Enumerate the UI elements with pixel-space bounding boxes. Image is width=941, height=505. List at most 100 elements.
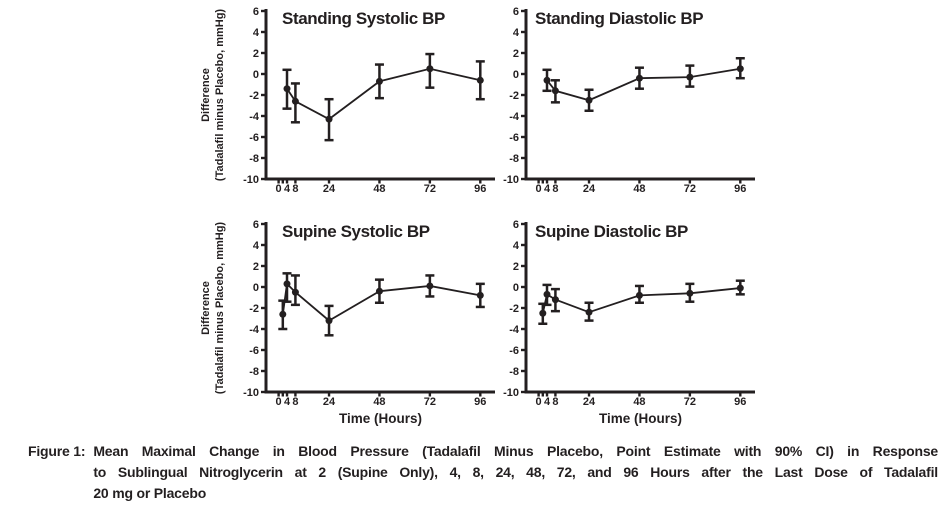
x-tick-label: 0 [276, 396, 282, 408]
y-tick-label: -2 [509, 90, 519, 102]
x-axis-label: Time (Hours) [339, 411, 422, 426]
y-tick-label: 4 [253, 27, 260, 39]
x-tick-label: 4 [284, 396, 291, 408]
data-point [543, 76, 551, 84]
x-tick-label: 24 [583, 396, 596, 408]
y-tick-label: -8 [249, 366, 259, 378]
x-tick-label: 96 [474, 396, 486, 408]
x-tick-label: 0 [276, 183, 282, 195]
caption-line-1: Mean Maximal Change in Blood Pressure (T… [93, 443, 938, 459]
y-tick-label: 4 [513, 27, 520, 39]
y-tick-label: -6 [249, 345, 259, 357]
x-tick-label: 0 [536, 396, 542, 408]
x-tick-label: 8 [292, 183, 298, 195]
y-axis-label-line2: (Tadalafil minus Placebo, mmHg) [214, 9, 226, 181]
data-point [325, 115, 333, 123]
y-tick-label: -2 [509, 303, 519, 315]
y-tick-label: -8 [509, 153, 519, 165]
data-point [476, 291, 484, 299]
data-point [476, 76, 484, 84]
panel-supine-systolic-bp: 6 4 2 0 -2 -4 -6 -8 -10 0 4 8 24 48 72 96 Supine Systoli… [196, 214, 498, 437]
x-tick-label: 0 [536, 183, 542, 195]
x-tick-label: 48 [373, 396, 385, 408]
x-tick-label: 8 [552, 396, 558, 408]
data-point [291, 97, 299, 105]
x-tick-label: 72 [424, 183, 436, 195]
chart-title: Standing Systolic BP [282, 9, 445, 28]
data-point [585, 308, 593, 316]
y-tick-label: 6 [253, 219, 259, 231]
y-tick-label: 0 [253, 282, 259, 294]
series-line [286, 67, 481, 121]
data-point [551, 296, 559, 304]
x-tick-label: 96 [474, 183, 486, 195]
y-tick-label: 4 [513, 240, 520, 252]
data-point [279, 310, 287, 318]
figure-caption-text: Mean Maximal Change in Blood Pressure (T… [93, 441, 938, 504]
series-line [541, 287, 741, 314]
x-tick-label: 96 [734, 396, 746, 408]
y-tick-label: 6 [253, 6, 259, 18]
data-point [426, 282, 434, 290]
data-point [426, 65, 434, 73]
data-point [635, 291, 643, 299]
data-point [539, 309, 547, 317]
chart-title: Supine Diastolic BP [535, 222, 688, 241]
data-point [543, 290, 551, 298]
y-tick-label: -10 [503, 174, 519, 186]
y-tick-label: 0 [513, 69, 519, 81]
y-tick-label: 2 [253, 261, 259, 273]
y-tick-label: 6 [513, 6, 519, 18]
panel-standing-systolic-bp: 6 4 2 0 -2 -4 -6 -8 -10 0 4 8 24 48 72 96 Standing Systo… [196, 1, 498, 210]
y-tick-label: 2 [253, 48, 259, 60]
y-tick-label: -6 [249, 132, 259, 144]
chart-title: Standing Diastolic BP [535, 9, 703, 28]
y-tick-label: -10 [503, 387, 519, 399]
x-tick-label: 48 [633, 396, 645, 408]
x-tick-label: 48 [373, 183, 385, 195]
y-axis-label-line1: Difference [200, 281, 212, 335]
data-point [283, 280, 291, 288]
data-point [375, 77, 383, 85]
y-tick-label: 0 [513, 282, 519, 294]
y-tick-label: -6 [509, 132, 519, 144]
y-tick-label: -4 [249, 324, 260, 336]
y-tick-label: 2 [513, 48, 519, 60]
figure-caption-label: Figure 1: [28, 443, 86, 459]
y-tick-label: 0 [253, 69, 259, 81]
y-tick-label: -4 [509, 324, 520, 336]
y-axis-label-line1: Difference [200, 68, 212, 122]
caption-line-2: to Sublingual Nitroglycerin at 2 (Supine… [93, 464, 938, 480]
x-tick-label: 24 [583, 183, 596, 195]
data-point [686, 73, 694, 81]
data-point [551, 87, 559, 95]
y-tick-label: -10 [243, 174, 259, 186]
data-point [736, 65, 744, 73]
x-tick-label: 4 [284, 183, 291, 195]
y-tick-label: 6 [513, 219, 519, 231]
chart-title: Supine Systolic BP [282, 222, 430, 241]
x-tick-label: 24 [323, 396, 336, 408]
series-line [546, 67, 741, 102]
caption-line-3: 20 mg or Placebo [93, 485, 207, 501]
y-tick-label: -10 [243, 387, 259, 399]
y-tick-label: -8 [509, 366, 519, 378]
data-point [291, 288, 299, 296]
x-tick-label: 24 [323, 183, 336, 195]
panel-standing-diastolic-bp: 6 4 2 0 -2 -4 -6 -8 -10 0 4 8 24 48 72 96 Standing Diast… [496, 1, 758, 210]
x-tick-label: 48 [633, 183, 645, 195]
data-point [635, 74, 643, 82]
x-tick-label: 8 [552, 183, 558, 195]
data-point [686, 289, 694, 297]
figure-caption: Figure 1: Mean Maximal Change in Blood P… [28, 441, 938, 504]
y-tick-label: -4 [249, 111, 260, 123]
y-tick-label: 4 [253, 240, 260, 252]
x-tick-label: 96 [734, 183, 746, 195]
x-axis-label: Time (Hours) [599, 411, 682, 426]
x-tick-label: 4 [544, 183, 551, 195]
